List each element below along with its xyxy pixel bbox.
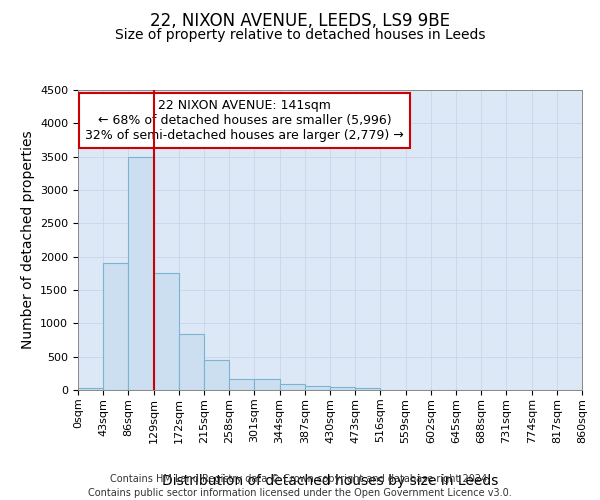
Bar <box>103 264 128 390</box>
Bar <box>254 379 280 390</box>
Bar <box>280 384 305 390</box>
Text: Distribution of detached houses by size in Leeds: Distribution of detached houses by size … <box>162 474 498 488</box>
Text: 22, NIXON AVENUE, LEEDS, LS9 9BE: 22, NIXON AVENUE, LEEDS, LS9 9BE <box>150 12 450 30</box>
Bar <box>229 379 254 390</box>
Bar <box>204 360 229 390</box>
Text: Size of property relative to detached houses in Leeds: Size of property relative to detached ho… <box>115 28 485 42</box>
Bar <box>128 156 154 390</box>
Bar <box>78 388 103 390</box>
Text: Contains HM Land Registry data © Crown copyright and database right 2024.
Contai: Contains HM Land Registry data © Crown c… <box>88 474 512 498</box>
Bar <box>355 388 380 390</box>
Text: 22 NIXON AVENUE: 141sqm
← 68% of detached houses are smaller (5,996)
32% of semi: 22 NIXON AVENUE: 141sqm ← 68% of detache… <box>85 99 404 142</box>
Y-axis label: Number of detached properties: Number of detached properties <box>20 130 35 350</box>
Bar <box>305 386 330 390</box>
Bar <box>179 334 204 390</box>
Bar <box>154 274 179 390</box>
Bar <box>330 386 355 390</box>
